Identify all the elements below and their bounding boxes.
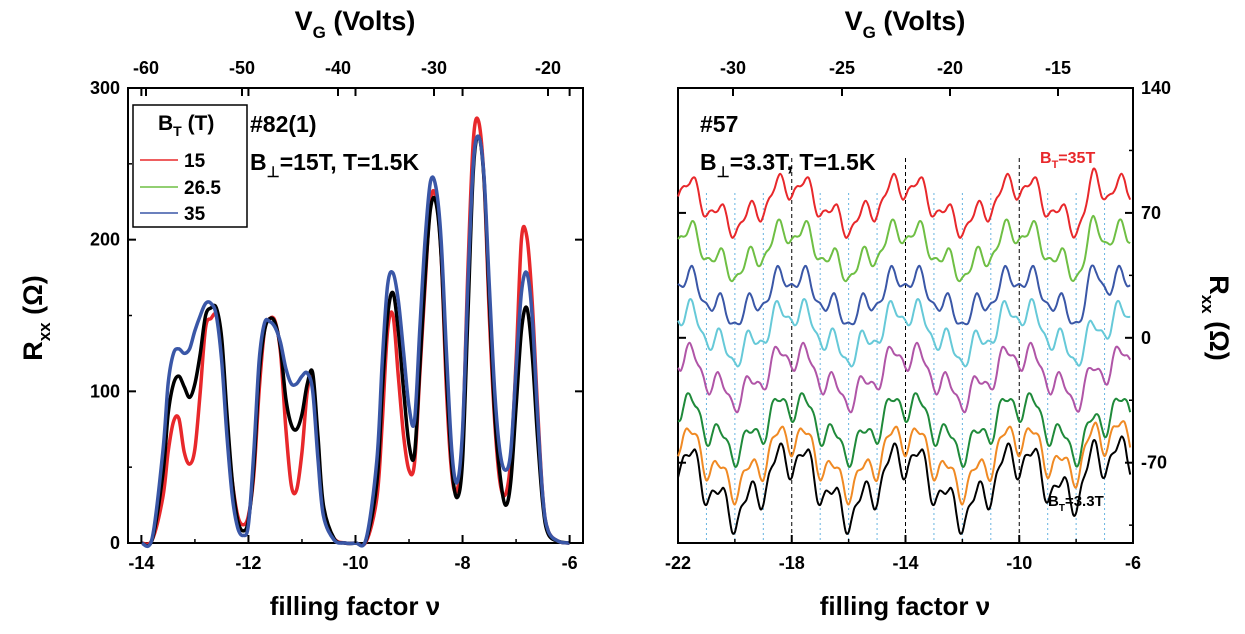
left-top-tick-label: -30: [421, 58, 447, 78]
left-x-tick-label: -14: [128, 553, 154, 573]
right-series-group: [677, 167, 1132, 535]
left-top-tick-label: -20: [535, 58, 561, 78]
right-series-line-1: [677, 214, 1131, 283]
right-series-line-3: [677, 298, 1131, 368]
legend-label-15: 15: [184, 151, 206, 172]
right-series-line-7: [677, 435, 1132, 535]
legend-box: [132, 104, 248, 228]
left-x-tick-label: -8: [455, 553, 471, 573]
left-x-axis-label: filling factor ν: [270, 591, 440, 621]
left-y-tick-label: 100: [90, 381, 120, 401]
right-x-tick-label: -6: [1125, 553, 1141, 573]
right-panel: -22 -18 -14 -10 -6 -70 0 70 140 -30 -25 -20 -15 VG…: [665, 6, 1234, 621]
left-x-tick-label: -6: [562, 553, 578, 573]
left-series-group: [139, 116, 570, 549]
right-y-tick-label: 0: [1141, 328, 1151, 348]
right-x-tick-label: -18: [779, 553, 805, 573]
left-y-tick-label: 200: [90, 230, 120, 250]
right-top-tick-label: -15: [1045, 58, 1071, 78]
left-x-tick-label: -10: [342, 553, 368, 573]
left-annotation-sample: #82(1): [250, 111, 316, 137]
legend-label-35: 35: [184, 204, 206, 225]
right-y-tick-label: -70: [1141, 453, 1167, 473]
left-top-tick-label: -40: [325, 58, 351, 78]
left-y-axis-label: Rxx (Ω): [18, 275, 54, 361]
right-y-axis-label: Rxx (Ω): [1198, 275, 1234, 361]
left-top-axis-label: VG (Volts): [295, 6, 416, 42]
right-y-tick-label: 140: [1141, 78, 1171, 98]
left-series-line-35: [139, 134, 570, 549]
left-y-tick-label: 0: [110, 533, 120, 553]
right-series-line-2: [677, 264, 1131, 326]
legend-title: BT (T): [158, 112, 214, 139]
right-x-tick-label: -22: [665, 553, 691, 573]
right-top-tick-label: -25: [829, 58, 855, 78]
legend-label-26-5: 26.5: [184, 178, 221, 199]
left-legend: BT (T) 15 26.5 35: [132, 104, 248, 228]
right-annotation-sample: #57: [700, 111, 738, 137]
right-series-line-4: [677, 341, 1132, 414]
right-annotation-bt-35: BT=35T: [1040, 150, 1095, 171]
left-top-tick-label: -50: [229, 58, 255, 78]
left-top-tick-label: -60: [133, 58, 159, 78]
right-top-tick-label: -30: [720, 58, 746, 78]
right-series-line-5: [677, 392, 1132, 468]
right-x-tick-label: -14: [892, 553, 918, 573]
right-annotation-conditions: B⊥=3.3T, T=1.5K: [700, 149, 876, 181]
right-x-axis-label: filling factor ν: [820, 591, 990, 621]
left-y-tick-label: 300: [90, 78, 120, 98]
right-y-tick-label: 70: [1141, 203, 1161, 223]
left-x-tick-label: -12: [235, 553, 261, 573]
right-top-tick-label: -20: [937, 58, 963, 78]
left-annotation-conditions: B⊥=15T, T=1.5K: [250, 149, 419, 181]
right-series-line-6: [677, 420, 1132, 506]
left-panel: -14 -12 -10 -8 -6 0 100 200 300 -60 -50 -40 -30 -20…: [18, 6, 584, 621]
right-series-line-0: [677, 167, 1132, 239]
right-top-axis-label: VG (Volts): [845, 6, 966, 42]
right-x-tick-label: -10: [1006, 553, 1032, 573]
